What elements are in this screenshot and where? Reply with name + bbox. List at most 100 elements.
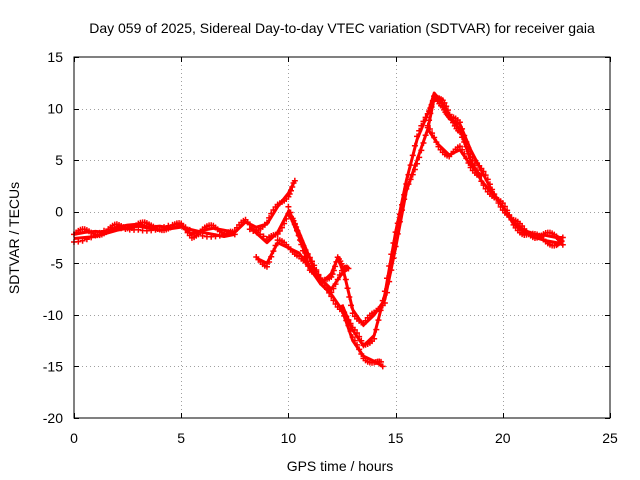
grid <box>74 57 610 418</box>
data-point <box>83 236 90 243</box>
data-point <box>354 329 361 336</box>
data-point <box>305 263 312 270</box>
data-point <box>283 215 290 222</box>
data-point <box>407 176 414 183</box>
data-point <box>348 302 355 309</box>
data-point <box>471 162 478 169</box>
data-point <box>399 201 406 208</box>
data-point <box>446 111 453 118</box>
data-point <box>341 309 348 316</box>
data-point <box>328 293 335 300</box>
data-point <box>416 127 423 134</box>
data-point <box>266 214 273 221</box>
data-point <box>253 229 260 236</box>
data-point <box>463 155 470 162</box>
data-point <box>330 285 337 292</box>
data-point <box>450 119 457 126</box>
data-point <box>306 254 313 261</box>
data-point <box>354 341 361 348</box>
data-point <box>329 271 336 278</box>
data-point <box>461 150 468 157</box>
data-point <box>403 180 410 187</box>
data-point <box>418 122 425 129</box>
data-point <box>289 215 296 222</box>
data-point <box>411 166 418 173</box>
data-point <box>289 184 296 191</box>
data-point <box>315 272 322 279</box>
data-point <box>386 262 393 269</box>
x-tick-label: 10 <box>281 430 297 446</box>
data-point <box>321 282 328 289</box>
data-point <box>286 191 293 198</box>
data-point <box>246 226 253 233</box>
data-point <box>467 164 474 171</box>
data-point <box>278 224 285 231</box>
data-point <box>342 276 349 283</box>
series-track-e <box>339 91 566 349</box>
data-point <box>268 210 275 217</box>
data-point <box>156 226 163 233</box>
data-point <box>465 148 472 155</box>
data-point <box>424 122 431 129</box>
data-point <box>92 232 99 239</box>
data-point <box>270 248 277 255</box>
data-point <box>135 226 142 233</box>
data-point <box>358 337 365 344</box>
data-point <box>409 152 416 159</box>
data-point <box>300 242 307 249</box>
x-tick-label: 5 <box>177 430 185 446</box>
data-point <box>347 320 354 327</box>
data-point <box>298 238 305 245</box>
y-tick-label: -20 <box>43 410 63 426</box>
data-point <box>323 286 330 293</box>
data-point <box>441 99 448 106</box>
data-point <box>469 157 476 164</box>
data-point <box>330 267 337 274</box>
data-point <box>250 227 257 234</box>
data-point <box>480 182 487 189</box>
data-point <box>285 203 292 210</box>
data-point <box>394 220 401 227</box>
data-point <box>356 333 363 340</box>
data-point <box>456 143 463 150</box>
data-point <box>358 350 365 357</box>
series-track-f <box>424 122 485 180</box>
y-tick-label: 10 <box>47 101 63 117</box>
data-point <box>504 207 511 214</box>
data-point <box>344 285 351 292</box>
data-point <box>377 307 384 314</box>
data-point <box>346 293 353 300</box>
data-point <box>396 211 403 218</box>
data-point <box>263 263 270 270</box>
data-point <box>384 275 391 282</box>
x-tick-label: 25 <box>602 430 618 446</box>
data-point <box>456 129 463 136</box>
y-tick-label: -5 <box>51 255 64 271</box>
data-point <box>345 265 352 272</box>
data-point <box>429 97 436 104</box>
data-point <box>435 143 442 150</box>
data-point <box>478 165 485 172</box>
data-point <box>351 337 358 344</box>
x-tick-label: 15 <box>388 430 404 446</box>
data-point <box>427 105 434 112</box>
data-point <box>478 178 485 185</box>
data-point <box>461 138 468 145</box>
data-point <box>443 103 450 110</box>
data-point <box>326 289 333 296</box>
data-point <box>178 221 185 228</box>
data-point <box>336 271 343 278</box>
data-point <box>302 247 309 254</box>
data-point <box>559 241 566 248</box>
data-point <box>392 229 399 236</box>
data-point <box>486 181 493 188</box>
data-point <box>101 227 108 234</box>
data-point <box>330 297 337 304</box>
data-point <box>465 160 472 167</box>
data-point <box>426 117 433 124</box>
data-point <box>508 216 515 223</box>
data-point <box>270 206 277 213</box>
data-point <box>463 143 470 150</box>
series-line <box>340 91 564 348</box>
data-point <box>257 231 264 238</box>
